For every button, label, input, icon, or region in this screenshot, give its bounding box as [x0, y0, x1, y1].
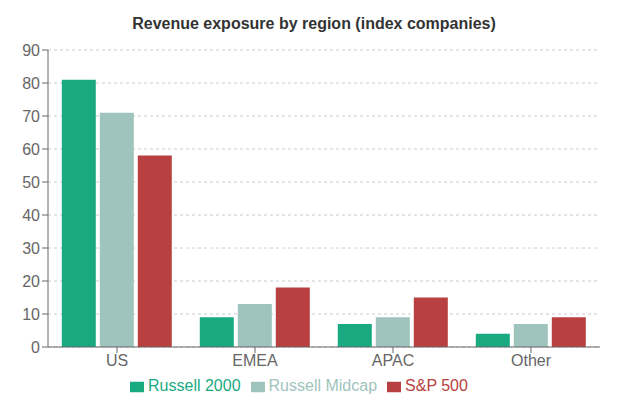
svg-text:10: 10 [22, 306, 40, 323]
svg-text:EMEA: EMEA [232, 352, 278, 369]
svg-text:US: US [106, 352, 128, 369]
svg-text:70: 70 [22, 108, 40, 125]
svg-text:50: 50 [22, 174, 40, 191]
html-text:Russell Midcap: Russell Midcap [268, 377, 377, 394]
svg-text:APAC: APAC [372, 352, 414, 369]
html-text:S&P 500: S&P 500 [405, 377, 468, 394]
svg-text:40: 40 [22, 207, 40, 224]
svg-text:60: 60 [22, 141, 40, 158]
svg-text:0: 0 [31, 339, 40, 356]
svg-text:90: 90 [22, 42, 40, 59]
html-text:Revenue exposure by region (in: Revenue exposure by region (index compan… [132, 15, 496, 32]
svg-text:80: 80 [22, 75, 40, 92]
svg-text:20: 20 [22, 273, 40, 290]
svg-text:Other: Other [511, 352, 552, 369]
svg-text:30: 30 [22, 240, 40, 257]
html-text:Russell 2000: Russell 2000 [148, 377, 241, 394]
